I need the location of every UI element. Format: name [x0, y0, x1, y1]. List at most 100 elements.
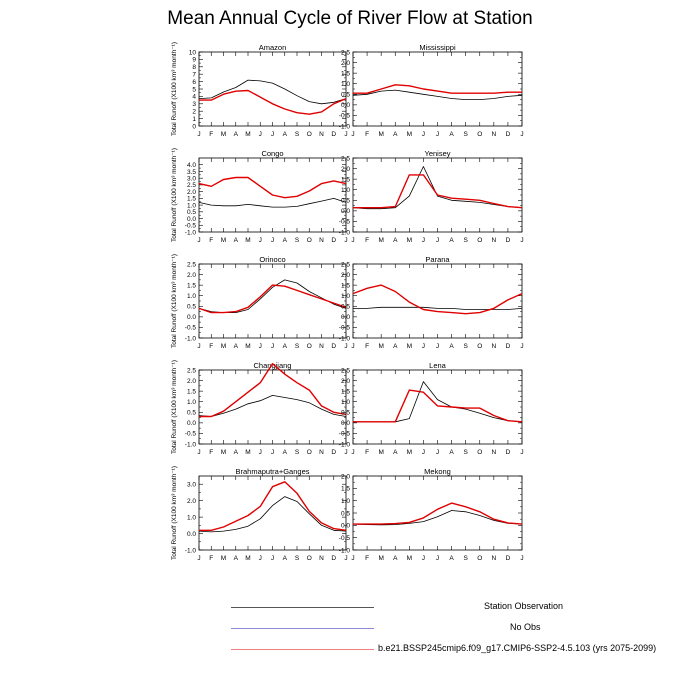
y-tick-label: 2.0: [341, 166, 350, 173]
y-tick-label: -1.0: [185, 335, 197, 342]
x-tick-label: O: [307, 131, 312, 138]
x-tick-label: A: [449, 237, 454, 244]
y-tick-label: 3: [192, 101, 196, 108]
y-tick-label: 0.0: [341, 420, 350, 427]
legend-label-no-obs: No Obs: [510, 622, 541, 632]
x-tick-label: J: [197, 237, 200, 244]
y-tick-label: 2.5: [341, 367, 350, 374]
panel-title: Amazon: [259, 43, 287, 52]
x-tick-label: F: [209, 131, 213, 138]
x-tick-label: N: [319, 131, 324, 138]
x-tick-label: J: [259, 237, 262, 244]
y-tick-label: 1.5: [187, 388, 196, 395]
y-tick-label: 2.0: [187, 272, 196, 279]
x-tick-label: A: [234, 237, 239, 244]
panel-title: Changjiang: [254, 361, 292, 370]
x-tick-label: O: [307, 343, 312, 350]
x-tick-label: J: [422, 555, 425, 562]
x-tick-label: J: [344, 555, 347, 562]
y-axis-label: Total Runoff (X100 km³ month⁻¹): [171, 42, 178, 136]
model-line: [353, 174, 523, 209]
model-line: [199, 89, 347, 115]
y-tick-label: 1.0: [187, 202, 196, 209]
y-tick-label: 0.0: [187, 216, 196, 223]
legend-line-no-obs: [231, 628, 374, 629]
y-tick-label: 1.0: [341, 399, 350, 406]
y-tick-label: 1.5: [341, 176, 350, 183]
x-tick-label: A: [449, 449, 454, 456]
x-tick-label: J: [259, 555, 262, 562]
observation-line: [198, 496, 347, 533]
panel-parana: -1.0-0.50.00.51.01.52.02.5J F M A M J J A S O N D JP…: [339, 255, 524, 350]
x-tick-label: J: [422, 343, 425, 350]
x-tick-label: M: [245, 449, 250, 456]
x-tick-label: O: [477, 343, 482, 350]
x-tick-label: A: [393, 449, 398, 456]
x-tick-label: A: [234, 555, 239, 562]
y-tick-label: 0.0: [187, 531, 196, 538]
x-tick-label: A: [283, 237, 288, 244]
legend-item-observation: Station Observation: [0, 598, 700, 618]
y-tick-label: 1.5: [187, 196, 196, 203]
model-line: [353, 389, 523, 423]
x-tick-label: A: [283, 555, 288, 562]
model-line: [199, 363, 347, 418]
y-tick-label: 6: [192, 79, 196, 86]
y-tick-label: 0.5: [341, 198, 350, 205]
x-tick-label: D: [331, 131, 336, 138]
y-tick-label: 2.5: [187, 261, 196, 268]
y-tick-label: 0.0: [341, 523, 350, 530]
x-tick-label: M: [407, 343, 412, 350]
y-tick-label: 2.0: [341, 473, 350, 480]
y-tick-label: 1.5: [341, 388, 350, 395]
y-tick-label: 0.0: [341, 208, 350, 215]
y-tick-label: 2.5: [341, 261, 350, 268]
y-tick-label: -1.0: [339, 123, 351, 130]
panel-title: Lena: [429, 361, 447, 370]
y-tick-label: 9: [192, 57, 196, 64]
y-tick-label: 0.5: [341, 92, 350, 99]
x-tick-label: J: [520, 131, 523, 138]
panel-title: Mississippi: [419, 43, 456, 52]
x-tick-label: F: [365, 555, 369, 562]
x-tick-label: J: [197, 449, 200, 456]
y-tick-label: 0.5: [341, 410, 350, 417]
y-tick-label: 1.0: [187, 514, 196, 521]
x-tick-label: J: [259, 449, 262, 456]
y-tick-label: 1.0: [341, 187, 350, 194]
x-tick-label: M: [378, 555, 383, 562]
plot-frame: [198, 51, 347, 127]
x-tick-label: S: [463, 131, 468, 138]
x-tick-label: M: [221, 237, 226, 244]
x-tick-label: D: [506, 343, 511, 350]
x-tick-label: J: [259, 343, 262, 350]
y-tick-label: 1.5: [187, 282, 196, 289]
model-line: [353, 502, 523, 525]
model-line: [353, 84, 522, 94]
x-tick-label: J: [271, 131, 274, 138]
x-tick-label: O: [477, 449, 482, 456]
y-tick-label: 2.0: [187, 189, 196, 196]
x-tick-label: N: [491, 555, 496, 562]
x-tick-label: A: [393, 237, 398, 244]
x-tick-label: J: [197, 555, 200, 562]
x-tick-label: M: [245, 131, 250, 138]
x-tick-label: F: [209, 237, 213, 244]
y-axis-label: Total Runoff (X100 km³ month⁻¹): [171, 466, 178, 560]
panel-brahmaputra-ganges: -1.00.01.02.03.0J F M A M J J A S O N D JBrahmaputra…: [171, 466, 348, 562]
observation-line: [352, 510, 523, 526]
x-tick-label: A: [283, 131, 288, 138]
x-tick-label: J: [351, 237, 354, 244]
panel-title: Parana: [425, 255, 450, 264]
y-tick-label: 3.0: [187, 175, 196, 182]
x-tick-label: F: [365, 343, 369, 350]
y-tick-label: 10: [189, 49, 197, 56]
x-tick-label: M: [245, 237, 250, 244]
x-tick-label: O: [307, 237, 312, 244]
y-tick-label: 1.0: [341, 81, 350, 88]
x-tick-label: D: [331, 555, 336, 562]
x-tick-label: J: [271, 343, 274, 350]
y-tick-label: 0.5: [187, 209, 196, 216]
y-tick-label: 2.0: [341, 378, 350, 385]
